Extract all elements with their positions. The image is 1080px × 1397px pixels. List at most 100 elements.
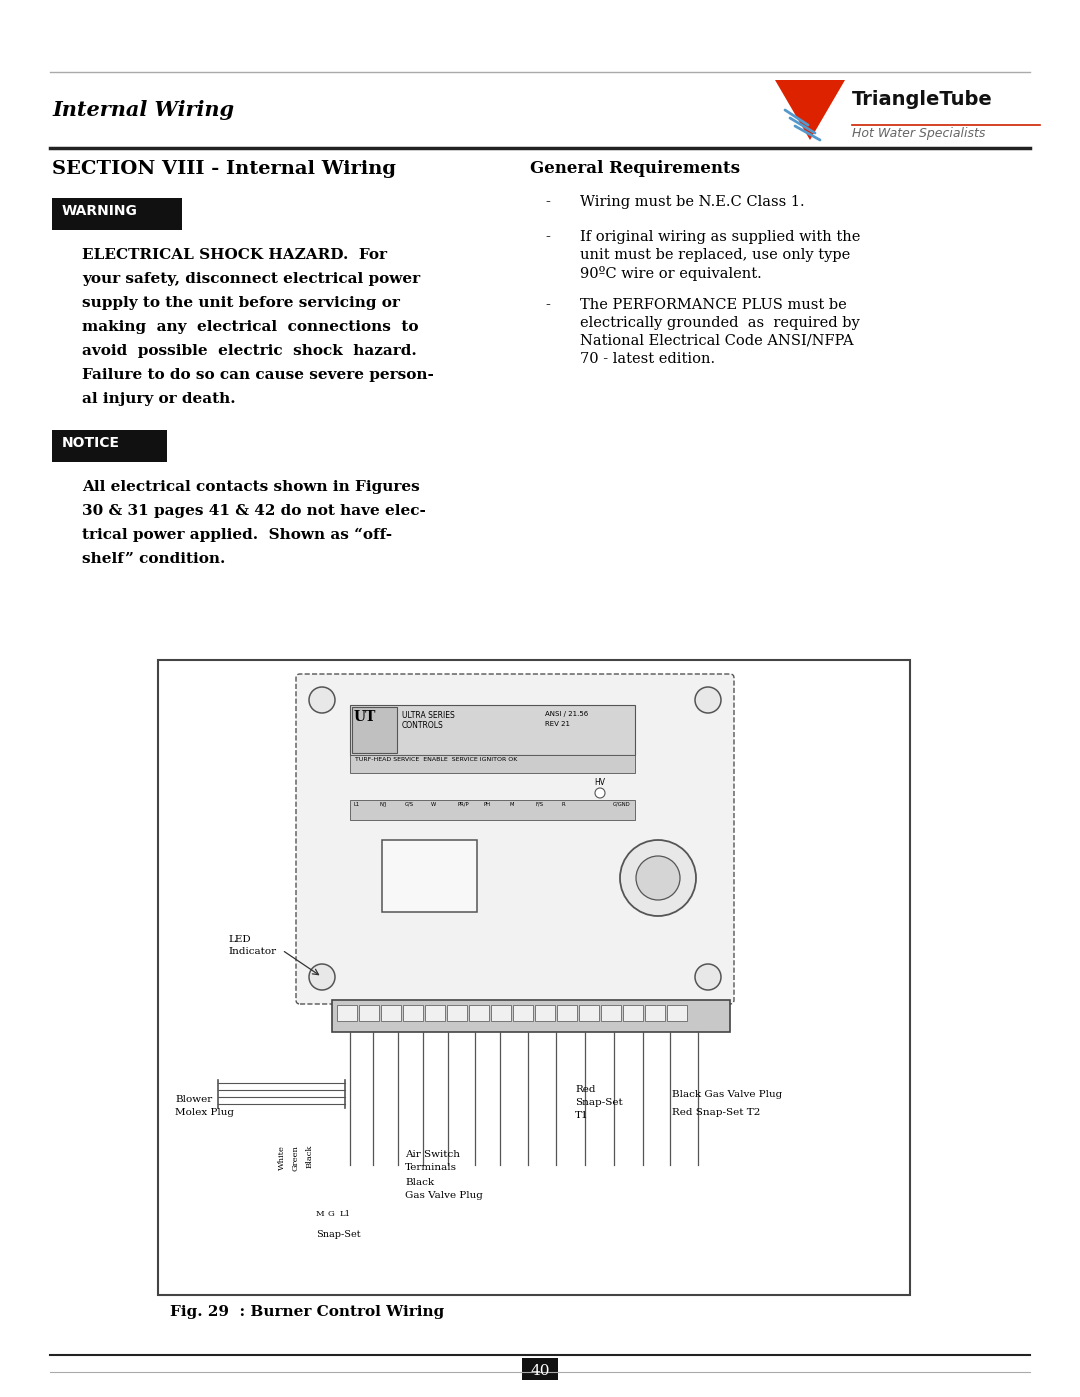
Text: NOTICE: NOTICE <box>62 436 120 450</box>
Text: unit must be replaced, use only type: unit must be replaced, use only type <box>580 249 850 263</box>
Text: supply to the unit before servicing or: supply to the unit before servicing or <box>82 296 400 310</box>
Circle shape <box>696 964 721 990</box>
Circle shape <box>696 687 721 712</box>
Text: making  any  electrical  connections  to: making any electrical connections to <box>82 320 419 334</box>
Text: Terminals: Terminals <box>405 1162 457 1172</box>
Text: W: W <box>431 802 436 807</box>
Text: avoid  possible  electric  shock  hazard.: avoid possible electric shock hazard. <box>82 344 417 358</box>
Text: shelf” condition.: shelf” condition. <box>82 552 226 566</box>
Text: G: G <box>328 1210 335 1218</box>
Text: your safety, disconnect electrical power: your safety, disconnect electrical power <box>82 272 420 286</box>
Text: TURF-HEAD SERVICE  ENABLE  SERVICE IGNITOR OK: TURF-HEAD SERVICE ENABLE SERVICE IGNITOR… <box>355 757 517 761</box>
Text: Wiring must be N.E.C Class 1.: Wiring must be N.E.C Class 1. <box>580 196 805 210</box>
Text: National Electrical Code ANSI/NFPA: National Electrical Code ANSI/NFPA <box>580 334 853 348</box>
Bar <box>579 1004 599 1021</box>
Text: Air Switch: Air Switch <box>405 1150 460 1160</box>
Text: T1: T1 <box>575 1111 589 1120</box>
Text: Indicator: Indicator <box>228 947 276 956</box>
Bar <box>332 1000 730 1032</box>
Text: -: - <box>545 298 550 312</box>
Text: M: M <box>509 802 513 807</box>
Polygon shape <box>775 80 845 140</box>
Text: F/S: F/S <box>535 802 543 807</box>
Text: White: White <box>278 1146 286 1169</box>
Text: 40: 40 <box>530 1363 550 1377</box>
Text: WARNING: WARNING <box>62 204 138 218</box>
Text: 30 & 31 pages 41 & 42 do not have elec-: 30 & 31 pages 41 & 42 do not have elec- <box>82 504 426 518</box>
Bar <box>337 1004 357 1021</box>
Bar <box>350 800 635 820</box>
Text: SECTION VIII - Internal Wiring: SECTION VIII - Internal Wiring <box>52 161 396 177</box>
Text: All electrical contacts shown in Figures: All electrical contacts shown in Figures <box>82 481 420 495</box>
Text: PR/P: PR/P <box>457 802 469 807</box>
Bar <box>426 1004 445 1021</box>
Text: electrically grounded  as  required by: electrically grounded as required by <box>580 316 860 330</box>
Text: Red Snap-Set T2: Red Snap-Set T2 <box>672 1108 760 1118</box>
Circle shape <box>309 964 335 990</box>
Bar <box>403 1004 423 1021</box>
Text: PH: PH <box>483 802 490 807</box>
Text: HV: HV <box>594 778 606 787</box>
Text: M: M <box>316 1210 325 1218</box>
Text: Fig. 29  : Burner Control Wiring: Fig. 29 : Burner Control Wiring <box>170 1305 444 1319</box>
Bar <box>359 1004 379 1021</box>
Text: L1: L1 <box>353 802 360 807</box>
Bar <box>381 1004 401 1021</box>
Text: Blower: Blower <box>175 1095 213 1104</box>
Bar <box>382 840 477 912</box>
Text: Gas Valve Plug: Gas Valve Plug <box>405 1192 483 1200</box>
Bar <box>535 1004 555 1021</box>
Text: Molex Plug: Molex Plug <box>175 1108 234 1118</box>
Text: ANSI / 21.56: ANSI / 21.56 <box>545 711 589 717</box>
Text: -: - <box>545 196 550 210</box>
Text: Hot Water Specialists: Hot Water Specialists <box>852 127 985 140</box>
Bar <box>469 1004 489 1021</box>
Text: 90ºC wire or equivalent.: 90ºC wire or equivalent. <box>580 265 761 281</box>
Bar <box>447 1004 467 1021</box>
Bar <box>557 1004 577 1021</box>
Text: Black: Black <box>405 1178 434 1187</box>
Text: UT: UT <box>354 710 376 724</box>
Text: CONTROLS: CONTROLS <box>402 721 444 731</box>
Circle shape <box>595 788 605 798</box>
Text: If original wiring as supplied with the: If original wiring as supplied with the <box>580 231 861 244</box>
Text: trical power applied.  Shown as “off-: trical power applied. Shown as “off- <box>82 528 392 542</box>
FancyBboxPatch shape <box>296 673 734 1004</box>
Text: Snap-Set: Snap-Set <box>575 1098 623 1106</box>
Bar <box>600 1004 621 1021</box>
Bar <box>513 1004 534 1021</box>
Text: The PERFORMANCE PLUS must be: The PERFORMANCE PLUS must be <box>580 298 847 312</box>
Text: ELECTRICAL SHOCK HAZARD.  For: ELECTRICAL SHOCK HAZARD. For <box>82 249 387 263</box>
Text: General Requirements: General Requirements <box>530 161 740 177</box>
Text: ULTRA SERIES: ULTRA SERIES <box>402 711 455 719</box>
Text: Red: Red <box>575 1085 595 1094</box>
Text: al injury or death.: al injury or death. <box>82 393 235 407</box>
Text: Snap-Set: Snap-Set <box>316 1229 361 1239</box>
Text: Internal Wiring: Internal Wiring <box>52 101 234 120</box>
Text: LED: LED <box>228 935 251 944</box>
Text: Failure to do so can cause severe person-: Failure to do so can cause severe person… <box>82 367 434 381</box>
Bar <box>645 1004 665 1021</box>
Text: G/GND: G/GND <box>613 802 631 807</box>
Bar <box>623 1004 643 1021</box>
Text: Green: Green <box>292 1146 300 1171</box>
Bar <box>350 705 635 754</box>
Bar <box>522 1358 558 1380</box>
Bar <box>158 659 910 1295</box>
Bar <box>491 1004 511 1021</box>
Bar <box>352 707 397 753</box>
Text: -: - <box>545 231 550 244</box>
Text: Black Gas Valve Plug: Black Gas Valve Plug <box>672 1090 782 1099</box>
Text: TriangleTube: TriangleTube <box>852 89 993 109</box>
Text: R: R <box>561 802 565 807</box>
Bar <box>52 430 167 462</box>
Bar <box>350 754 635 773</box>
Bar <box>667 1004 687 1021</box>
Text: 70 - latest edition.: 70 - latest edition. <box>580 352 715 366</box>
Bar <box>52 198 183 231</box>
Circle shape <box>636 856 680 900</box>
Circle shape <box>309 687 335 712</box>
Text: L1: L1 <box>340 1210 351 1218</box>
Text: G/S: G/S <box>405 802 414 807</box>
Text: REV 21: REV 21 <box>545 721 570 726</box>
